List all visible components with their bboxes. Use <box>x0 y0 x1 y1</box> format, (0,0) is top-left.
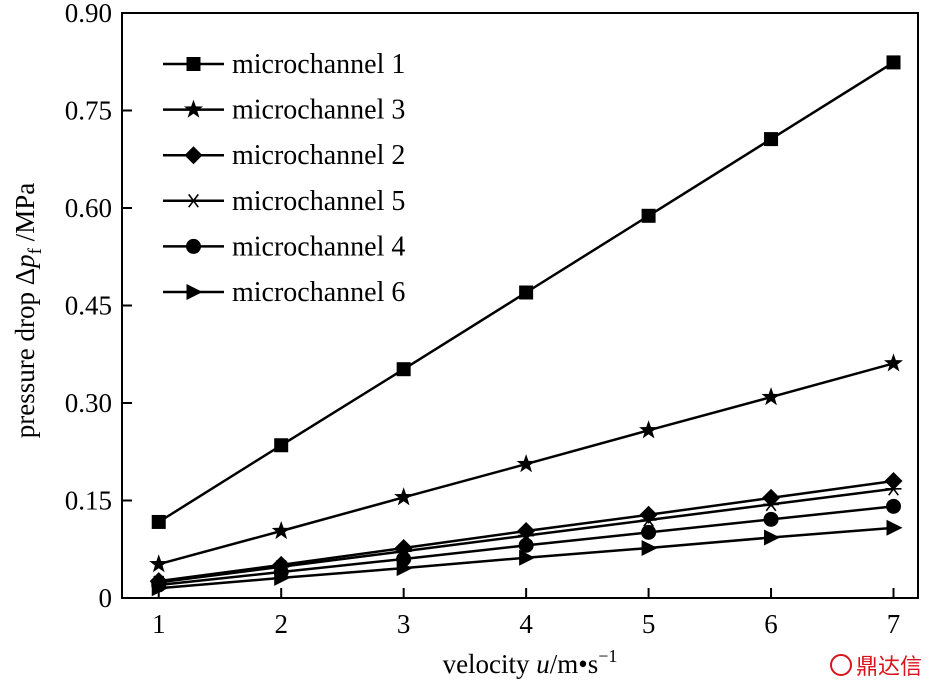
data-point <box>885 481 902 496</box>
data-point <box>516 454 536 473</box>
data-point <box>641 208 656 223</box>
axis-ticks: 1 2 3 4 5 6 7 0 0.15 0.30 0.45 0.60 0.75 0.90 <box>65 0 901 639</box>
legend-marker <box>185 193 202 208</box>
x-tick-label: 7 <box>887 609 901 639</box>
data-point <box>519 549 536 566</box>
watermark-logo-icon <box>829 654 852 676</box>
legend: microchannel 1 microchannel 3 microchannel… <box>163 49 405 308</box>
y-tick-label: 0.75 <box>65 96 112 126</box>
data-point <box>763 511 779 527</box>
data-point <box>639 420 659 439</box>
data-point <box>396 362 411 377</box>
data-point <box>763 497 780 512</box>
data-point <box>762 488 781 507</box>
data-point <box>394 487 414 506</box>
data-point <box>764 529 781 546</box>
data-point <box>274 438 289 453</box>
data-point <box>884 353 904 372</box>
x-tick-label: 3 <box>397 609 411 639</box>
x-tick-label: 4 <box>519 609 533 639</box>
data-point <box>641 539 658 556</box>
legend-marker <box>186 238 201 254</box>
data-point <box>151 514 166 529</box>
data-point <box>519 285 534 300</box>
legend-marker <box>184 146 203 165</box>
data-point <box>884 472 903 490</box>
y-tick-label: 0.15 <box>65 486 112 516</box>
y-axis-label: pressure drop Δpf /MPa <box>10 183 46 438</box>
data-point <box>518 537 534 553</box>
x-tick-label: 5 <box>642 609 656 639</box>
x-tick-label: 1 <box>152 609 166 639</box>
y-tick-label: 0.90 <box>65 0 112 28</box>
x-axis-label: velocity u/m•s−1 <box>443 646 618 679</box>
data-point <box>641 524 657 540</box>
legend-label: microchannel 6 <box>232 277 405 308</box>
data-point <box>151 580 168 597</box>
watermark: 鼎达信 <box>829 649 922 681</box>
x-tick-label: 2 <box>274 609 288 639</box>
y-tick-label: 0.30 <box>65 388 112 418</box>
y-tick-label: 0.45 <box>65 291 112 321</box>
data-point <box>886 55 901 70</box>
data-point <box>271 521 291 540</box>
data-point <box>761 387 781 406</box>
series-markers <box>149 55 904 597</box>
data-point <box>764 132 779 147</box>
legend-label: microchannel 1 <box>232 49 405 80</box>
y-tick-label: 0.60 <box>65 193 112 223</box>
legend-marker <box>186 284 203 300</box>
legend-label: microchannel 2 <box>232 140 405 171</box>
legend-marker <box>186 57 201 71</box>
watermark-text: 鼎达信 <box>855 655 922 680</box>
data-point <box>274 569 291 586</box>
legend-label: microchannel 5 <box>232 186 405 217</box>
data-point <box>396 560 413 577</box>
legend-marker <box>183 99 204 118</box>
data-point <box>886 498 902 514</box>
legend-label: microchannel 3 <box>232 95 405 126</box>
legend-label: microchannel 4 <box>232 231 405 262</box>
data-point <box>886 519 903 536</box>
data-point <box>640 513 657 527</box>
x-tick-label: 6 <box>764 609 778 639</box>
y-tick-label: 0 <box>99 583 113 613</box>
data-point <box>149 554 169 573</box>
data-point <box>394 538 413 557</box>
